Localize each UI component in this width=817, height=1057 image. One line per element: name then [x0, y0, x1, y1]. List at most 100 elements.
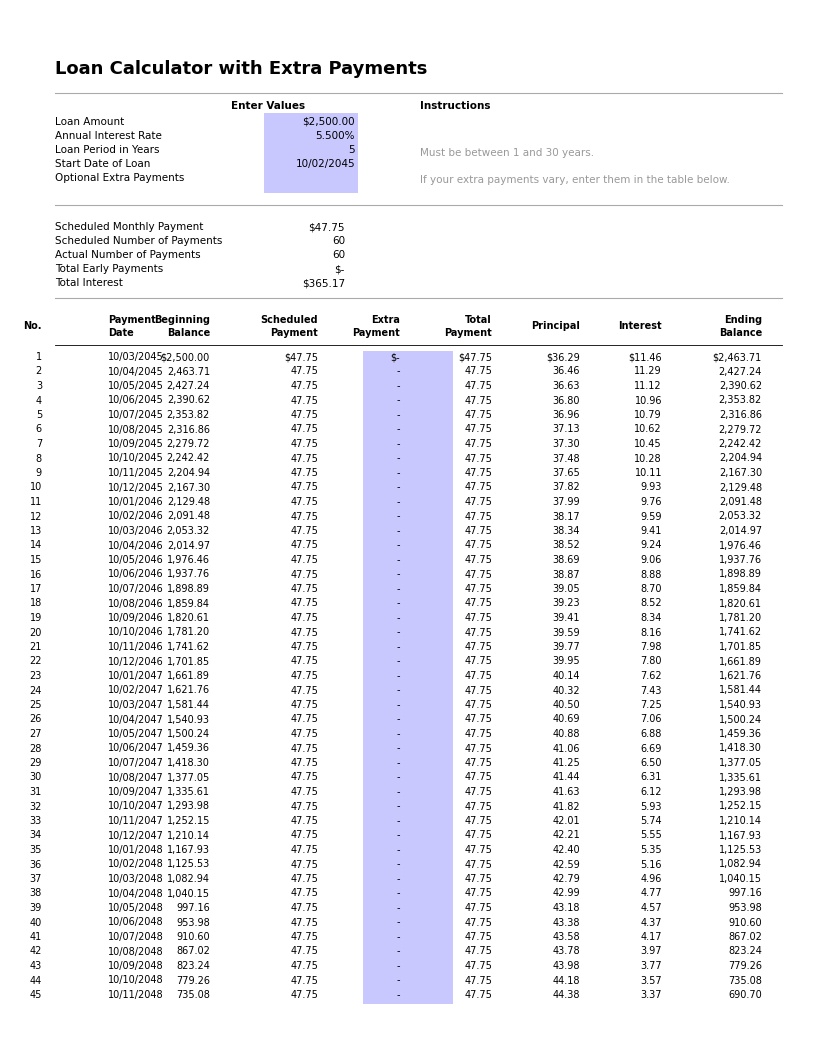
Text: 1,377.05: 1,377.05 — [719, 758, 762, 768]
Text: 8.34: 8.34 — [641, 613, 662, 623]
Text: 45: 45 — [29, 990, 42, 1000]
Text: 47.75: 47.75 — [464, 555, 492, 565]
Text: 47.75: 47.75 — [464, 700, 492, 710]
Text: 30: 30 — [29, 773, 42, 782]
Text: -: - — [396, 468, 400, 478]
Text: 7: 7 — [36, 439, 42, 449]
Text: -: - — [396, 656, 400, 667]
Text: 47.75: 47.75 — [290, 758, 318, 768]
Text: 47.75: 47.75 — [464, 773, 492, 782]
Text: 2,167.30: 2,167.30 — [167, 482, 210, 493]
Bar — [363, 366, 453, 381]
Text: 953.98: 953.98 — [176, 917, 210, 927]
Text: -: - — [396, 932, 400, 942]
Text: 1,820.61: 1,820.61 — [719, 598, 762, 609]
Text: 7.62: 7.62 — [641, 671, 662, 681]
Text: 2,091.48: 2,091.48 — [719, 497, 762, 507]
Text: Balance: Balance — [167, 328, 210, 338]
Text: 997.16: 997.16 — [728, 889, 762, 898]
Text: 997.16: 997.16 — [176, 903, 210, 913]
Text: 40.32: 40.32 — [552, 686, 580, 696]
Text: 41.25: 41.25 — [552, 758, 580, 768]
Text: 47.75: 47.75 — [290, 598, 318, 609]
Text: 3.97: 3.97 — [641, 946, 662, 957]
Text: -: - — [396, 686, 400, 696]
Text: 47.75: 47.75 — [290, 425, 318, 434]
Text: 47.75: 47.75 — [464, 889, 492, 898]
Text: 43.18: 43.18 — [552, 903, 580, 913]
Text: 47.75: 47.75 — [464, 367, 492, 376]
Text: 47.75: 47.75 — [290, 859, 318, 870]
Text: 10/04/2047: 10/04/2047 — [108, 715, 163, 724]
Bar — [264, 113, 358, 193]
Text: 27: 27 — [29, 729, 42, 739]
Text: 10/11/2045: 10/11/2045 — [108, 468, 163, 478]
Text: 47.75: 47.75 — [464, 917, 492, 927]
Text: 10/10/2045: 10/10/2045 — [108, 453, 163, 464]
Text: 10.28: 10.28 — [634, 453, 662, 464]
Text: -: - — [396, 367, 400, 376]
Text: -: - — [396, 903, 400, 913]
Bar — [363, 843, 453, 858]
Text: 43.98: 43.98 — [552, 961, 580, 971]
Text: 10.62: 10.62 — [634, 425, 662, 434]
Text: 47.75: 47.75 — [464, 656, 492, 667]
Text: 2,390.62: 2,390.62 — [719, 381, 762, 391]
Text: 39.95: 39.95 — [552, 656, 580, 667]
Text: 3.57: 3.57 — [641, 976, 662, 985]
Text: 6.50: 6.50 — [641, 758, 662, 768]
Text: 7.43: 7.43 — [641, 686, 662, 696]
Text: 10/04/2045: 10/04/2045 — [108, 367, 163, 376]
Text: 779.26: 779.26 — [176, 976, 210, 985]
Text: 1,701.85: 1,701.85 — [167, 656, 210, 667]
Text: 47.75: 47.75 — [290, 367, 318, 376]
Text: 2,463.71: 2,463.71 — [167, 367, 210, 376]
Text: 10/02/2048: 10/02/2048 — [108, 859, 163, 870]
Text: 1: 1 — [36, 352, 42, 361]
Text: 10/04/2046: 10/04/2046 — [108, 540, 163, 551]
Text: $2,463.71: $2,463.71 — [712, 352, 762, 361]
Text: 47.75: 47.75 — [464, 743, 492, 754]
Text: 1,701.85: 1,701.85 — [719, 642, 762, 652]
Text: 1,418.30: 1,418.30 — [719, 743, 762, 754]
Text: Scheduled Monthly Payment: Scheduled Monthly Payment — [55, 222, 203, 231]
Text: 47.75: 47.75 — [464, 642, 492, 652]
Text: 47.75: 47.75 — [290, 453, 318, 464]
Text: 1,581.44: 1,581.44 — [167, 700, 210, 710]
Text: $2,500.00: $2,500.00 — [302, 117, 355, 127]
Text: 26: 26 — [29, 715, 42, 724]
Text: 10/02/2045: 10/02/2045 — [296, 159, 355, 169]
Text: 44.18: 44.18 — [552, 976, 580, 985]
Bar — [363, 858, 453, 873]
Text: 4.37: 4.37 — [641, 917, 662, 927]
Text: 1,781.20: 1,781.20 — [167, 628, 210, 637]
Text: 47.75: 47.75 — [290, 540, 318, 551]
Text: 10.96: 10.96 — [635, 395, 662, 406]
Text: $47.75: $47.75 — [309, 222, 345, 231]
Text: 1,741.62: 1,741.62 — [719, 628, 762, 637]
Text: 60: 60 — [332, 251, 345, 260]
Text: 2,204.94: 2,204.94 — [719, 453, 762, 464]
Text: -: - — [396, 889, 400, 898]
Text: 1,820.61: 1,820.61 — [167, 613, 210, 623]
Text: 1,937.76: 1,937.76 — [719, 555, 762, 565]
Text: 1,976.46: 1,976.46 — [167, 555, 210, 565]
Text: 823.24: 823.24 — [728, 946, 762, 957]
Text: 47.75: 47.75 — [464, 758, 492, 768]
Text: 40.69: 40.69 — [552, 715, 580, 724]
Text: 10/02/2047: 10/02/2047 — [108, 686, 164, 696]
Text: 1,621.76: 1,621.76 — [167, 686, 210, 696]
Text: 10/02/2046: 10/02/2046 — [108, 512, 163, 521]
Text: $36.29: $36.29 — [547, 352, 580, 361]
Text: Annual Interest Rate: Annual Interest Rate — [55, 131, 162, 141]
Text: 4.17: 4.17 — [641, 932, 662, 942]
Text: 47.75: 47.75 — [464, 585, 492, 594]
Text: 10/11/2048: 10/11/2048 — [108, 990, 163, 1000]
Text: 10/04/2048: 10/04/2048 — [108, 889, 163, 898]
Text: 35: 35 — [29, 845, 42, 855]
Text: 10/10/2046: 10/10/2046 — [108, 628, 163, 637]
Text: 41.63: 41.63 — [552, 787, 580, 797]
Text: 38.69: 38.69 — [552, 555, 580, 565]
Text: 47.75: 47.75 — [290, 381, 318, 391]
Text: 1,082.94: 1,082.94 — [167, 874, 210, 884]
